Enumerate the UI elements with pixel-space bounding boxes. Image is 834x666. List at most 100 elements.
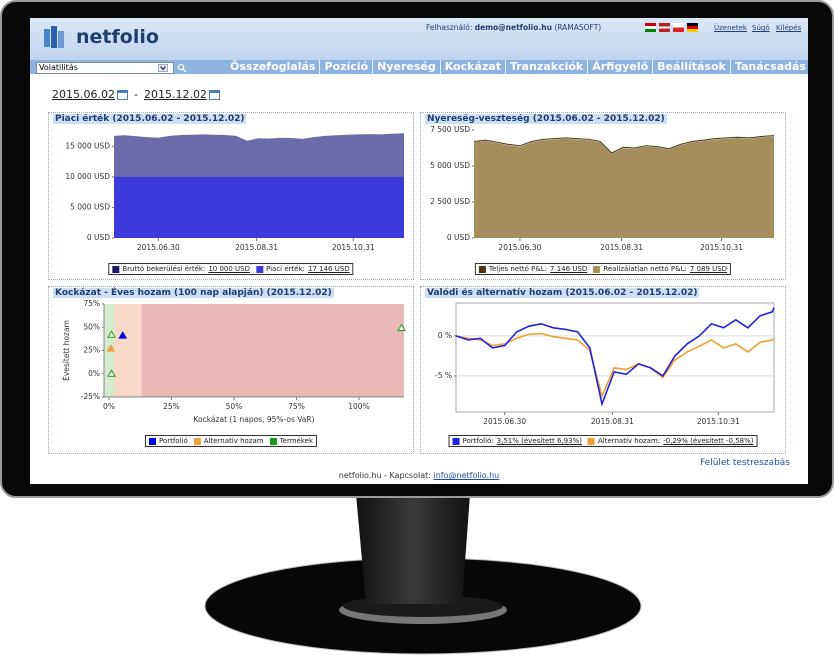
user-org: (RAMASOFT) xyxy=(554,23,602,32)
point xyxy=(118,331,128,339)
messages-link[interactable]: Üzenetek xyxy=(714,24,747,32)
legend-item: Portfolió xyxy=(148,436,188,446)
x-tick-label: 100% xyxy=(348,402,369,411)
legend-name: Piaci érték: xyxy=(266,265,305,273)
legend-swatch xyxy=(256,265,264,273)
date-from[interactable]: 2015.06.02 xyxy=(52,88,115,101)
nav-item[interactable]: Árfigyelő xyxy=(587,60,652,74)
y-tick-label: 5 000 USD xyxy=(70,202,110,211)
legend-name: Teljes nettó P&L: xyxy=(488,265,548,273)
legend-name: Realizálatlan nettó P&L: xyxy=(603,265,687,273)
point xyxy=(397,323,406,332)
x-tick-label: 2015.10.31 xyxy=(332,243,375,252)
chart-panel: -25% 0% 25% 50% 75% 0% 25% 50% 75% 100% Kockázat (… xyxy=(48,286,414,454)
line xyxy=(455,332,775,399)
date-separator: - xyxy=(133,88,138,101)
search-icon[interactable] xyxy=(177,63,187,73)
nav-item[interactable]: Kockázat xyxy=(439,60,505,74)
y-tick-label: -25% xyxy=(81,392,100,401)
legend-swatch xyxy=(148,437,156,445)
logout-link[interactable]: Kilépés xyxy=(776,24,802,32)
area xyxy=(474,135,774,238)
legend-item: Portfolió: 3,51% (évesített 6,93%) xyxy=(452,436,582,446)
customize-link[interactable]: Felület testreszabás xyxy=(699,458,790,468)
legend: Portfolió Alternatív hozam Termékek xyxy=(144,435,318,447)
risk-band xyxy=(114,304,142,397)
x-tick-label: 75% xyxy=(288,402,305,411)
report-select[interactable]: Volatilitás xyxy=(36,62,174,74)
y-tick-label: 15 000 USD xyxy=(65,141,110,150)
line xyxy=(455,307,775,407)
legend-name: Termékek xyxy=(279,437,314,445)
nav-item[interactable]: Összefoglalás xyxy=(230,60,316,73)
legend-swatch xyxy=(112,265,120,273)
x-tick-label: 50% xyxy=(226,402,243,411)
help-link[interactable]: Súgó xyxy=(752,24,770,32)
area xyxy=(114,176,404,238)
legend-value: 7 146 USD xyxy=(550,265,588,273)
footer-text: netfolio.hu - Kapcsolat: xyxy=(338,471,431,480)
x-tick-label: 0% xyxy=(103,402,115,411)
legend-name: Alternatív hozam xyxy=(203,437,264,445)
point xyxy=(107,369,116,377)
nav-item[interactable]: Pozíció xyxy=(319,60,372,74)
footer: netfolio.hu - Kapcsolat: info@netfolio.h… xyxy=(30,471,808,480)
legend: Teljes nettó P&L: 7 146 USD Realizálatlan … xyxy=(474,263,732,275)
legend-name: Portfolió: xyxy=(462,437,494,445)
chart-title: Kockázat - Éves hozam (100 nap alapján) … xyxy=(53,288,334,298)
y-tick-label: 25% xyxy=(83,346,100,355)
legend-value: 10 000 USD xyxy=(208,265,251,273)
nav-item[interactable]: Beállítások xyxy=(652,60,730,74)
y-tick-label: 0% xyxy=(88,369,100,378)
x-tick-label: 2015.06.30 xyxy=(483,417,526,426)
x-tick-label: 25% xyxy=(163,402,180,411)
nav-item[interactable]: Tranzakciók xyxy=(504,60,587,74)
language-flags xyxy=(645,23,698,32)
legend-value: -0,29% (évesített -0,58%) xyxy=(663,437,754,445)
y-tick-label: 0 USD xyxy=(447,233,470,242)
legend-name: Alternatív hozam: xyxy=(597,437,661,445)
y-tick-label: 50% xyxy=(83,322,100,331)
chart-title: Piaci érték (2015.06.02 - 2015.12.02) xyxy=(53,114,247,124)
legend-value: 7 089 USD xyxy=(689,265,728,273)
calendar-icon[interactable] xyxy=(116,89,128,100)
nav-item[interactable]: Nyereség xyxy=(372,60,440,74)
select-arrow xyxy=(158,64,168,72)
date-range: 2015.06.02 - 2015.12.02 xyxy=(52,88,220,101)
x-axis-label: Kockázat (1 napos, 95%-os VaR) xyxy=(193,415,314,424)
legend-item: Teljes nettó P&L: 7 146 USD xyxy=(478,264,588,274)
legend-swatch xyxy=(193,437,201,445)
legend-value: 17 146 USD xyxy=(307,265,350,273)
line xyxy=(473,134,775,154)
footer-email[interactable]: info@netfolio.hu xyxy=(433,471,500,480)
legend-name: Bruttó bekerülési érték: xyxy=(122,265,206,273)
x-tick-label: 2015.08.31 xyxy=(600,243,643,252)
chart-panel: 0 USD 2 500 USD 5 000 USD 7 500 USD 2015.06.… xyxy=(420,112,786,280)
y-tick-label: 7 500 USD xyxy=(430,125,470,134)
x-tick-label: 2015.06.30 xyxy=(137,243,180,252)
nav-item[interactable]: Tanácsadás xyxy=(729,60,808,74)
date-to[interactable]: 2015.12.02 xyxy=(143,88,207,101)
y-axis-label: Évesített hozam xyxy=(62,320,71,381)
chart: -25%0%25%50%75%0% 25% 50% 75% 100%Kockázat (… xyxy=(62,299,406,424)
screen: netfolio Felhasználó: demo@netfolio.hu (… xyxy=(30,18,808,484)
point xyxy=(107,330,116,338)
user-email: demo@netfolio.hu xyxy=(474,23,552,32)
x-tick-label: 2015.08.31 xyxy=(235,243,278,252)
nav-bar xyxy=(30,60,808,74)
y-tick-label: 0 % xyxy=(438,331,452,340)
legend-swatch xyxy=(587,437,595,445)
y-tick-label: 10 000 USD xyxy=(65,172,110,181)
chart: 0 % -5 % 2015.06.30 2015.08.31 2015.10.31 xyxy=(435,302,775,426)
y-tick-label: 75% xyxy=(83,299,100,308)
point xyxy=(106,344,116,352)
y-tick-label: 5 000 USD xyxy=(430,161,470,170)
chart: 0 USD 2 500 USD 5 000 USD 7 500 USD 2015.06.… xyxy=(430,125,775,252)
user-info: Felhasználó: demo@netfolio.hu (RAMASOFT) xyxy=(426,23,601,32)
logo-icon xyxy=(44,26,64,48)
calendar-icon[interactable] xyxy=(208,89,220,100)
chart-title: Nyereség-veszteség (2015.06.02 - 2015.12… xyxy=(425,114,667,124)
select-value: Volatilitás xyxy=(39,63,78,72)
